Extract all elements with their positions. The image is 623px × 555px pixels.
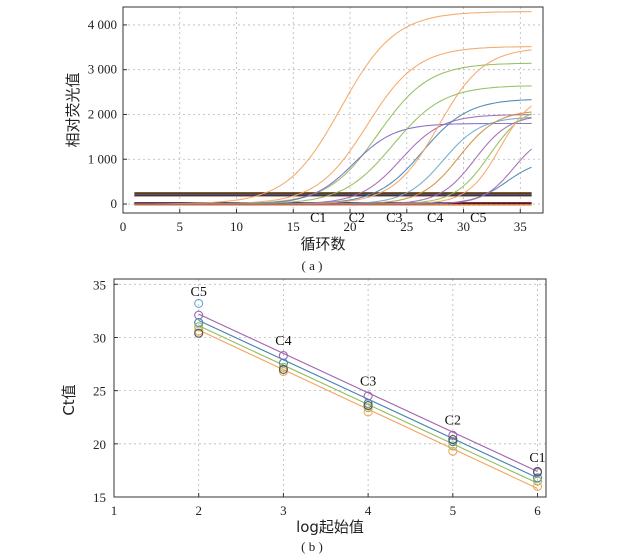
panel-a-annotation: C5 [470, 211, 486, 226]
panel-b-ticks: 1 2 3 4 5 6 15 20 25 30 35 [93, 277, 541, 518]
panel-b-annotations: C5 C4 C3 C2 C1 [191, 285, 546, 466]
panel-a-xtick-label: 20 [344, 219, 357, 234]
panel-b-fit-line [198, 325, 538, 484]
panel-a-ylabel: 相对荧光值 [64, 72, 82, 147]
panel-a-curve [134, 116, 532, 205]
panel-b-xtick-label: 4 [365, 503, 372, 518]
panel-b-point [278, 364, 288, 374]
panel-b-ytick-label: 20 [93, 437, 106, 452]
panel-b-point [194, 298, 204, 309]
panel-b-annotation: C4 [275, 334, 291, 349]
panel-a-xtick-label: 35 [514, 219, 527, 234]
panel-b-point [363, 407, 373, 417]
panel-b-point [448, 435, 458, 445]
panel-a-ytick-label: 0 [111, 196, 118, 211]
panel-b-point [448, 441, 458, 451]
panel-b-point [363, 400, 373, 411]
panel-b-point [532, 466, 543, 477]
panel-b-annotation: C2 [445, 414, 461, 429]
panel-a-ticks: 0 5 10 15 20 25 30 35 0 1 000 2 000 3 000 4 000 [88, 17, 527, 234]
panel-b-frame [113, 278, 547, 498]
panel-a-curve [134, 113, 532, 205]
panel-b-label: ( b ) [301, 539, 323, 554]
panel-a-xtick-label: 25 [400, 219, 413, 234]
panel-b-xtick-label: 5 [450, 503, 457, 518]
panel-a-annotation: C4 [427, 211, 443, 226]
panel-a-curve [134, 11, 532, 205]
panel-a-annotation: C1 [310, 211, 326, 226]
panel-b-point [532, 476, 543, 486]
panel-a-xtick-label: 0 [120, 219, 127, 234]
panel-a-curve [134, 85, 532, 205]
panel-b-ytick-label: 30 [93, 330, 106, 345]
panel-b-point [194, 328, 204, 338]
panel-b-grid [113, 279, 546, 498]
panel-a-curve [134, 62, 532, 205]
panel-b-point [532, 481, 543, 491]
panel-b-point [194, 310, 204, 320]
panel-b-ytick-label: 35 [93, 277, 106, 292]
panel-b-points [194, 298, 543, 491]
panel-b-point [363, 391, 373, 401]
panel-b-xtick-label: 6 [534, 503, 541, 518]
panel-b-xtick-label: 2 [195, 503, 202, 518]
panel-b-annotation: C5 [191, 285, 207, 300]
panel-a-ytick-label: 4 000 [88, 17, 117, 32]
panel-b-point [278, 351, 288, 361]
panel-b-ytick-label: 15 [93, 490, 106, 505]
panel-a-curves [134, 11, 532, 205]
panel-b-xtick-label: 3 [280, 503, 287, 518]
panel-a-curve [134, 166, 532, 205]
panel-a-curve [134, 148, 532, 205]
panel-a-ytick-label: 2 000 [88, 106, 117, 121]
panel-a-annotation: C2 [349, 211, 365, 226]
panel-a-xlabel: 循环数 [300, 235, 345, 253]
panel-a-label: ( a ) [302, 258, 323, 273]
panel-a-ytick-label: 1 000 [88, 151, 117, 166]
panel-a-curve [134, 111, 532, 205]
panel-b-ylabel: Ct值 [60, 384, 78, 415]
panel-a: 0 5 10 15 20 25 30 35 0 1 000 2 000 3 000 4 000 C1 C2… [64, 6, 544, 273]
panel-a-ytick-label: 3 000 [88, 62, 117, 77]
panel-a-annotations: C1 C2 C3 C4 C5 [310, 211, 486, 226]
panel-b-fit-line [198, 313, 538, 472]
panel-b: 1 2 3 4 5 6 15 20 25 30 35 C5 C4 C3 C2 C1 log起始值 Ct值 (… [60, 277, 547, 554]
panel-a-curve [134, 117, 532, 205]
panel-b-point [194, 322, 204, 332]
panel-b-xtick-label: 1 [111, 503, 118, 518]
panel-a-xtick-label: 5 [177, 219, 184, 234]
panel-a-curve [134, 105, 532, 205]
panel-a-curve [134, 46, 532, 205]
panel-a-curve [134, 49, 532, 205]
panel-b-annotation: C3 [360, 374, 376, 389]
panel-b-annotation: C1 [529, 451, 545, 466]
panel-a-curve [134, 99, 532, 205]
panel-b-ytick-label: 25 [93, 384, 106, 399]
panel-a-xtick-label: 30 [457, 219, 470, 234]
panel-a-frame [122, 6, 544, 214]
panel-b-xlabel: log起始值 [296, 518, 364, 536]
panel-b-point [448, 446, 458, 456]
panel-a-xtick-label: 15 [287, 219, 300, 234]
panel-a-annotation: C3 [386, 211, 402, 226]
panel-a-xtick-label: 10 [230, 219, 243, 234]
panel-b-point [448, 430, 458, 440]
